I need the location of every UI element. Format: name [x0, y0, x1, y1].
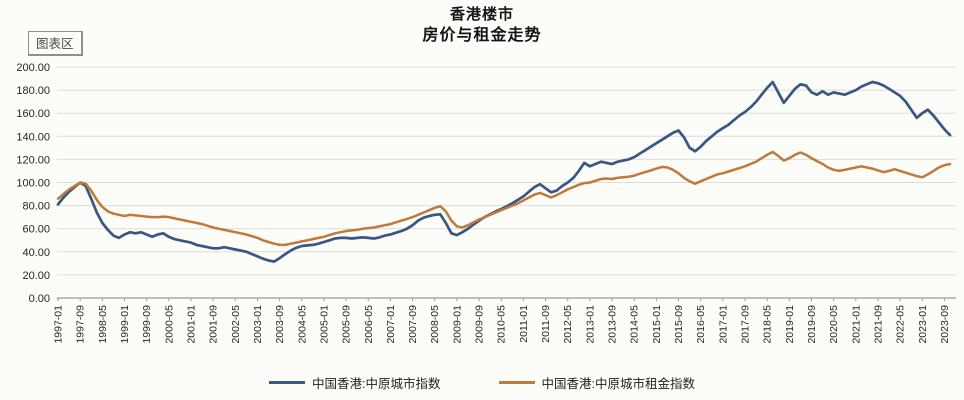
legend-item-price-index[interactable]: 中国香港:中原城市指数 [269, 373, 441, 392]
y-axis-tick-label: 80.00 [22, 201, 50, 213]
x-axis-tick-label: 2022-05 [895, 305, 907, 344]
x-axis-tick-label: 2023-01 [917, 305, 929, 344]
x-axis-tick-label: 2010-05 [496, 305, 508, 344]
x-axis-tick-label: 1997-01 [53, 305, 65, 344]
rent-series-line[interactable] [56, 150, 952, 247]
x-axis-tick-label: 2006-05 [363, 305, 375, 344]
x-axis-tick-label: 2014-05 [629, 305, 641, 344]
y-axis-tick-label: 120.00 [16, 154, 50, 166]
x-axis-tick-label: 2011-09 [540, 305, 552, 343]
chart-area-tooltip-label: 图表区 [36, 37, 74, 51]
x-axis-tick-label: 2013-01 [584, 305, 596, 344]
x-axis-tick-label: 2018-05 [762, 305, 774, 344]
x-axis-tick-label: 2001-01 [185, 305, 197, 344]
y-axis-tick-label: 100.00 [16, 178, 50, 190]
x-axis-tick-label: 2009-09 [474, 305, 486, 344]
y-axis-tick-label: 180.00 [16, 85, 50, 97]
x-axis-tick-label: 2019-09 [806, 305, 818, 344]
x-axis-tick-label: 1999-09 [141, 305, 153, 344]
x-axis-tick-label: 2019-01 [784, 305, 796, 344]
x-axis-tick-label: 2000-05 [163, 305, 175, 344]
x-axis-tick-label: 2009-01 [451, 305, 463, 344]
y-axis-tick-label: 0.00 [29, 293, 50, 305]
chart-title-line2: 房价与租金走势 [422, 27, 542, 45]
y-axis-tick-label: 200.00 [16, 62, 50, 74]
x-axis-tick-label: 2015-01 [651, 305, 663, 344]
x-axis-tick-label: 2003-09 [274, 305, 286, 344]
rent-series-label: 中国香港:中原城市租金指数 [541, 377, 695, 391]
x-axis-tick-label: 2017-09 [740, 305, 752, 344]
chart-area-tooltip: 图表区 [28, 31, 83, 56]
x-axis-tick-label: 1997-09 [75, 305, 87, 344]
legend-item-rent-index[interactable]: 中国香港:中原城市租金指数 [498, 373, 695, 392]
x-axis-tick-label: 2011-01 [518, 305, 530, 343]
x-axis-tick-label: 2007-09 [407, 305, 419, 344]
x-axis-tick-label: 2015-09 [673, 305, 685, 344]
x-axis-tick-label: 2016-05 [695, 305, 707, 344]
x-axis-tick-label: 2013-09 [607, 305, 619, 344]
x-axis-tick-label: 2007-01 [385, 305, 397, 344]
price-series-line[interactable] [56, 80, 952, 263]
x-axis-tick-label: 2021-09 [872, 305, 884, 344]
x-axis-tick-label: 2003-01 [252, 305, 264, 344]
y-axis-tick-label: 20.00 [22, 270, 50, 282]
y-axis-tick-label: 140.00 [16, 131, 50, 143]
price-series-label: 中国香港:中原城市指数 [312, 377, 441, 391]
y-axis-tick-label: 60.00 [22, 224, 50, 236]
x-axis-tick-label: 1998-05 [97, 305, 109, 344]
x-axis-tick-label: 2001-09 [208, 305, 220, 344]
x-axis-tick-label: 1999-01 [119, 305, 131, 344]
x-axis-tick-label: 2020-05 [828, 305, 840, 344]
x-axis-tick-label: 2023-09 [939, 305, 951, 344]
chart-title: 香港楼市 房价与租金走势 [0, 5, 964, 47]
x-axis-tick-label: 2002-05 [230, 305, 242, 344]
x-axis-tick-label: 2005-09 [341, 305, 353, 344]
rent-series-swatch [498, 381, 535, 384]
x-axis-tick-label: 2017-01 [717, 305, 729, 344]
chart-legend: 中国香港:中原城市指数 中国香港:中原城市租金指数 [0, 373, 964, 392]
x-axis-tick-label: 2005-01 [318, 305, 330, 344]
x-axis-tick-label: 2008-05 [429, 305, 441, 344]
x-axis-tick-label: 2012-05 [562, 305, 574, 344]
chart-title-line1: 香港楼市 [449, 6, 514, 23]
price-series-swatch [269, 381, 306, 384]
y-axis-tick-label: 40.00 [22, 247, 50, 259]
x-axis-tick-label: 2004-05 [296, 305, 308, 344]
y-axis-tick-label: 160.00 [16, 108, 50, 120]
x-axis-tick-label: 2021-01 [850, 305, 862, 344]
